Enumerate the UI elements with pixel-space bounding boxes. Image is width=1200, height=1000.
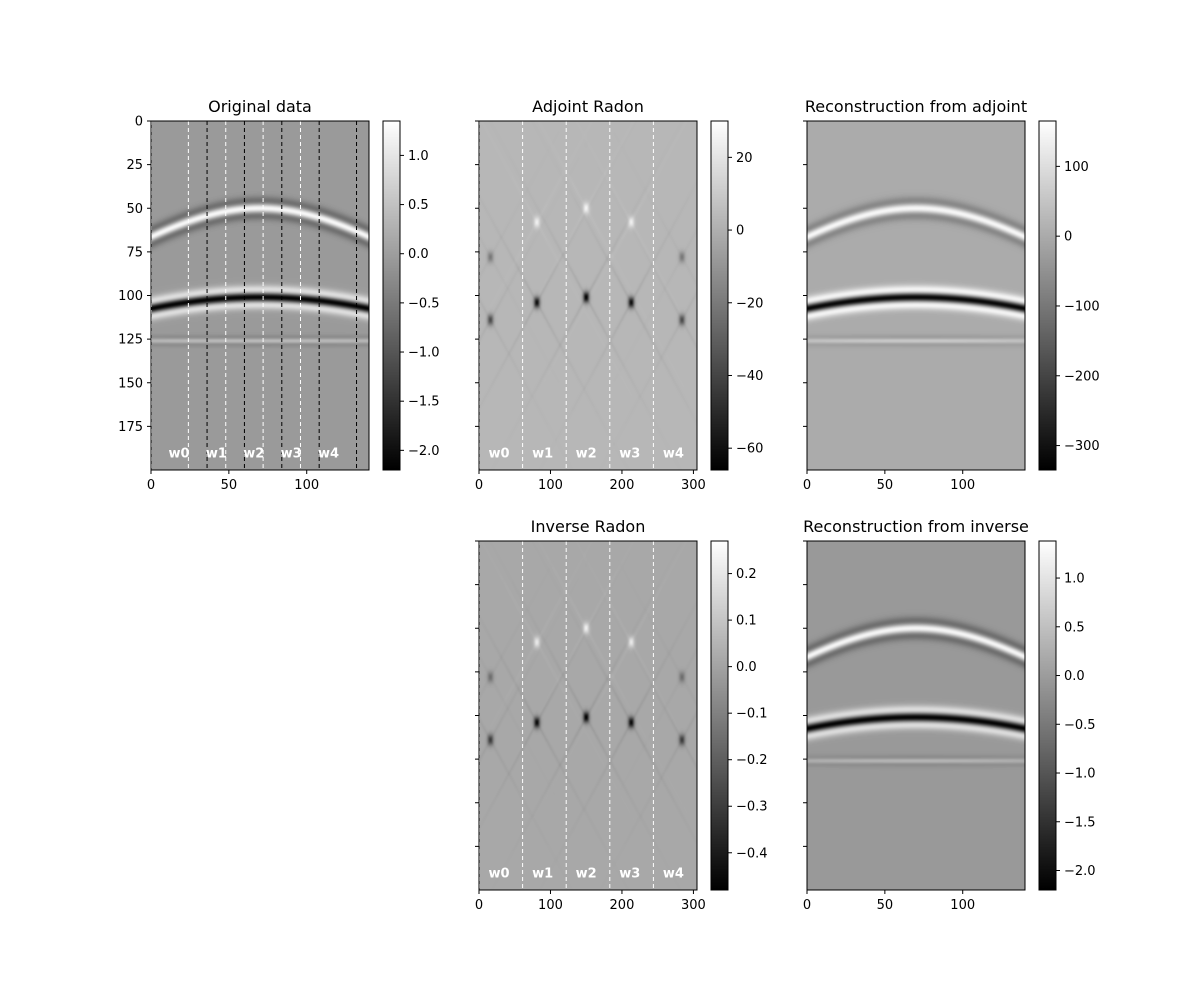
original-colorbar (383, 121, 400, 470)
recon_inverse-colorbar-tick-label-4: −1.0 (1064, 767, 1096, 782)
original-window-label-w2: w2 (243, 447, 264, 462)
original-xtick-label-100: 100 (294, 478, 319, 493)
recon_adjoint-xtick-label-50: 50 (877, 478, 894, 493)
inverse-colorbar-tick-label-1: 0.1 (736, 614, 757, 629)
original-window-label-w0: w0 (168, 447, 189, 462)
original-colorbar-tick-label-1: 0.5 (408, 198, 429, 213)
original-subplot: w0 w1 w2 w3 w4 Original data 0 50 100 0 25 50 75 100 1… (118, 97, 439, 493)
inverse-window-label-w2: w2 (576, 867, 597, 882)
recon_adjoint-xtick-label-0: 0 (803, 478, 811, 493)
recon_adjoint-subplot: Reconstruction from adjoint 0 50 100 100 0 −10… (803, 97, 1100, 493)
inverse-xtick-label-300: 300 (681, 898, 706, 913)
inverse-window-label-w1: w1 (532, 867, 553, 882)
original-colorbar-tick-label-4: −1.0 (408, 346, 440, 361)
recon_inverse-heatmap (807, 541, 1025, 890)
original-colorbar-frame (382, 120, 401, 471)
original-window-label-w1: w1 (206, 447, 227, 462)
adjoint-colorbar-tick-label-1: 0 (736, 224, 744, 239)
original-colorbar-tick-label-6: −2.0 (408, 444, 440, 459)
inverse-window-label-w4: w4 (663, 867, 684, 882)
adjoint-window-label-w2: w2 (576, 447, 597, 462)
recon_inverse-colorbar-tick-label-6: −2.0 (1064, 864, 1096, 879)
recon_adjoint-heatmap (807, 121, 1025, 470)
recon_inverse-colorbar-tick-label-0: 1.0 (1064, 572, 1085, 587)
adjoint-xtick-label-0: 0 (475, 478, 483, 493)
original-ytick-label-75: 75 (126, 245, 143, 260)
adjoint-heatmap (479, 121, 697, 470)
inverse-heatmap (479, 541, 697, 890)
recon_adjoint-colorbar-tick-label-0: 100 (1064, 160, 1089, 175)
original-ytick-label-25: 25 (126, 158, 143, 173)
recon_adjoint-title: Reconstruction from adjoint (805, 97, 1027, 116)
recon_inverse-xtick-label-0: 0 (803, 898, 811, 913)
adjoint-colorbar-tick-label-3: −40 (736, 369, 763, 384)
recon_inverse-colorbar (1039, 541, 1056, 890)
inverse-colorbar-tick-label-5: −0.3 (736, 800, 768, 815)
subplots: w0 w1 w2 w3 w4 Original data 0 50 100 0 25 50 75 100 1… (118, 97, 1100, 913)
recon_adjoint-colorbar-tick-label-1: 0 (1064, 230, 1072, 245)
adjoint-window-label-w0: w0 (488, 447, 509, 462)
adjoint-window-label-w1: w1 (532, 447, 553, 462)
original-window-label-w3: w3 (281, 447, 302, 462)
recon_inverse-xtick-label-100: 100 (950, 898, 975, 913)
recon_inverse-colorbar-tick-label-3: −0.5 (1064, 718, 1096, 733)
original-xtick-label-50: 50 (221, 478, 238, 493)
inverse-colorbar-tick-label-6: −0.4 (736, 846, 768, 861)
original-colorbar-tick-label-0: 1.0 (408, 149, 429, 164)
original-title: Original data (208, 97, 312, 116)
inverse-xtick-label-100: 100 (538, 898, 563, 913)
original-ytick-label-175: 175 (118, 420, 143, 435)
recon_adjoint-xtick-label-100: 100 (950, 478, 975, 493)
original-heatmap (151, 121, 369, 470)
recon_inverse-title: Reconstruction from inverse (803, 517, 1029, 536)
adjoint-colorbar-tick-label-0: 20 (736, 151, 753, 166)
original-colorbar-tick-label-5: −1.5 (408, 395, 440, 410)
adjoint-colorbar-tick-label-4: −60 (736, 442, 763, 457)
original-ytick-label-125: 125 (118, 333, 143, 348)
adjoint-window-label-w4: w4 (663, 447, 684, 462)
inverse-colorbar-frame (710, 540, 729, 891)
original-ytick-label-50: 50 (126, 202, 143, 217)
recon_inverse-xtick-label-50: 50 (877, 898, 894, 913)
recon_inverse-colorbar-tick-label-2: 0.0 (1064, 669, 1085, 684)
inverse-title: Inverse Radon (531, 517, 646, 536)
inverse-window-label-w0: w0 (488, 867, 509, 882)
recon_adjoint-colorbar-frame (1038, 120, 1057, 471)
original-colorbar-tick-label-3: −0.5 (408, 296, 440, 311)
recon_adjoint-colorbar-tick-label-2: −100 (1064, 299, 1100, 314)
inverse-colorbar (711, 541, 728, 890)
adjoint-xtick-label-300: 300 (681, 478, 706, 493)
recon_inverse-colorbar-frame (1038, 540, 1057, 891)
inverse-colorbar-tick-label-4: −0.2 (736, 753, 768, 768)
inverse-colorbar-tick-label-3: −0.1 (736, 707, 768, 722)
recon_adjoint-colorbar-tick-label-3: −200 (1064, 369, 1100, 384)
recon_inverse-colorbar-tick-label-1: 0.5 (1064, 620, 1085, 635)
recon_adjoint-colorbar (1039, 121, 1056, 470)
original-ytick-label-0: 0 (135, 115, 143, 130)
recon_adjoint-colorbar-tick-label-4: −300 (1064, 439, 1100, 454)
original-ytick-label-150: 150 (118, 376, 143, 391)
recon_inverse-colorbar-tick-label-5: −1.5 (1064, 815, 1096, 830)
original-xtick-label-0: 0 (147, 478, 155, 493)
inverse-colorbar-tick-label-2: 0.0 (736, 660, 757, 675)
inverse-subplot: w0 w1 w2 w3 w4 Inverse Radon 0 100 200 300 0.2 0.1 0… (475, 517, 768, 913)
adjoint-xtick-label-100: 100 (538, 478, 563, 493)
original-colorbar-tick-label-2: 0.0 (408, 247, 429, 262)
adjoint-colorbar-frame (710, 120, 729, 471)
original-window-label-w4: w4 (318, 447, 339, 462)
inverse-colorbar-tick-label-0: 0.2 (736, 567, 757, 582)
inverse-xtick-label-0: 0 (475, 898, 483, 913)
recon_inverse-subplot: Reconstruction from inverse 0 50 100 1.0 0.5 0… (803, 517, 1096, 913)
adjoint-colorbar (711, 121, 728, 470)
original-ytick-label-100: 100 (118, 289, 143, 304)
adjoint-window-label-w3: w3 (619, 447, 640, 462)
inverse-window-label-w3: w3 (619, 867, 640, 882)
adjoint-colorbar-tick-label-2: −20 (736, 296, 763, 311)
adjoint-title: Adjoint Radon (532, 97, 644, 116)
inverse-xtick-label-200: 200 (610, 898, 635, 913)
adjoint-xtick-label-200: 200 (610, 478, 635, 493)
